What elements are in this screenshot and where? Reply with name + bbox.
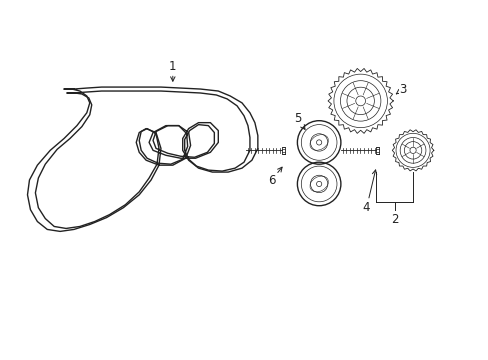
Text: 3: 3 [395,82,406,95]
Text: 5: 5 [293,112,305,129]
Text: 6: 6 [267,167,282,186]
Text: 2: 2 [391,213,398,226]
Text: 4: 4 [362,170,376,214]
Text: 1: 1 [169,60,176,81]
